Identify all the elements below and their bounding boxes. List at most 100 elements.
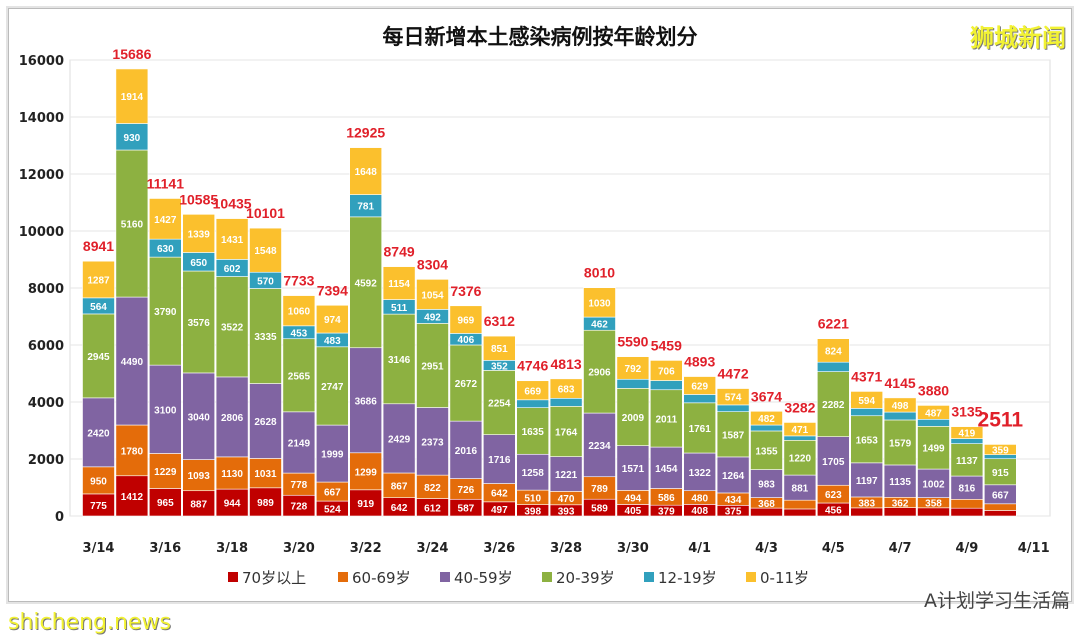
- bar-segment-3/28-4: [549, 397, 583, 407]
- segment-label: 822: [424, 483, 441, 494]
- total-label: 7733: [283, 273, 314, 289]
- segment-label: 1130: [221, 469, 243, 480]
- bar-segment-3/31-5: [649, 360, 683, 381]
- segment-label: 1054: [421, 290, 444, 301]
- bar-segment-3/30-5: [616, 356, 650, 380]
- segment-label: 1229: [154, 467, 177, 478]
- y-tick-label: 4000: [28, 396, 64, 411]
- segment-label: 2806: [221, 413, 244, 424]
- bar-segment-3/22-5: [349, 147, 383, 195]
- bar-segment-3/16-0: [149, 488, 182, 517]
- bar-segment-3/29-3: [583, 329, 616, 414]
- segment-label: 612: [424, 503, 441, 514]
- segment-label: 510: [524, 493, 541, 504]
- segment-label: 2254: [488, 399, 511, 410]
- segment-label: 1355: [755, 446, 778, 457]
- segment-label: 1221: [555, 470, 578, 481]
- segment-label: 408: [691, 506, 708, 517]
- bar-segment-3/27-3: [516, 407, 550, 455]
- bar-segment-4/3-3: [750, 430, 783, 470]
- segment-label: 816: [959, 484, 976, 495]
- bar-segment-4/4-5: [783, 422, 817, 437]
- segment-label: 1030: [588, 298, 611, 309]
- segment-label: 1761: [689, 424, 712, 435]
- bar-segment-4/6-5: [850, 391, 884, 409]
- bar-segment-3/23-3: [382, 313, 416, 405]
- segment-label: 1093: [188, 471, 211, 482]
- watermark-bottom: shicheng.news: [8, 610, 171, 635]
- bar-segment-3/15-1: [115, 424, 149, 477]
- bar-segment-3/28-5: [549, 378, 583, 399]
- total-label: 3135: [951, 404, 982, 420]
- segment-label: 630: [157, 244, 174, 255]
- total-label: 8941: [83, 238, 114, 254]
- segment-label: 497: [491, 505, 508, 516]
- total-label: 7376: [450, 283, 481, 299]
- legend-label: 40-59岁: [454, 569, 513, 587]
- segment-label: 1287: [87, 276, 110, 287]
- segment-label: 405: [625, 506, 642, 517]
- segment-label: 434: [725, 495, 742, 506]
- segment-label: 2906: [588, 368, 611, 379]
- segment-label: 1914: [121, 92, 144, 103]
- bar-segment-3/21-2: [315, 424, 349, 483]
- segment-label: 4490: [121, 357, 144, 368]
- bar-segment-4/5-4: [816, 361, 850, 372]
- segment-label: 669: [524, 386, 541, 397]
- bar-segment-3/26-3: [482, 370, 516, 435]
- segment-label: 983: [758, 480, 775, 491]
- legend-swatch: [440, 572, 450, 582]
- total-label: 4145: [885, 375, 916, 391]
- segment-label: 1705: [822, 457, 845, 468]
- segment-label: 1339: [188, 229, 211, 240]
- bar-segment-4/1-4: [683, 394, 717, 404]
- bar-segment-3/25-3: [449, 344, 483, 422]
- segment-label: 667: [324, 488, 341, 499]
- segment-label: 683: [558, 385, 575, 396]
- bar-segment-3/18-5: [215, 218, 249, 260]
- segment-label: 602: [224, 264, 241, 275]
- segment-label: 623: [825, 490, 842, 501]
- total-label: 5590: [617, 334, 648, 350]
- legend-swatch: [228, 572, 238, 582]
- x-tick-label: 4/3: [755, 541, 778, 556]
- segment-label: 2011: [655, 414, 677, 425]
- segment-label: 368: [758, 499, 775, 510]
- y-tick-label: 14000: [19, 111, 64, 126]
- segment-label: 2373: [421, 437, 444, 448]
- segment-label: 629: [691, 382, 708, 393]
- bar-segment-3/18-2: [215, 376, 249, 458]
- segment-label: 974: [324, 315, 341, 326]
- bar-segment-4/6-2: [850, 462, 884, 498]
- bar-segment-3/16-3: [149, 256, 182, 366]
- bar-segment-3/20-2: [282, 411, 316, 474]
- segment-label: 480: [691, 494, 708, 505]
- segment-label: 1412: [121, 492, 144, 503]
- segment-label: 930: [124, 133, 141, 144]
- bar-segment-4/2-2: [716, 456, 750, 494]
- bar-segment-3/29-2: [583, 412, 616, 478]
- legend-label: 60-69岁: [352, 569, 411, 587]
- bar-segment-3/18-0: [215, 488, 249, 517]
- segment-label: 358: [925, 499, 942, 510]
- total-label: 8304: [417, 256, 448, 272]
- segment-label: 778: [291, 480, 308, 491]
- segment-label: 781: [357, 202, 374, 213]
- bar-segment-3/23-5: [382, 266, 416, 300]
- segment-label: 586: [658, 493, 675, 504]
- bar-segment-4/5-3: [816, 371, 850, 437]
- segment-label: 2429: [388, 434, 411, 445]
- bar-segment-4/7-4: [883, 411, 917, 421]
- total-label: 2511: [978, 408, 1024, 431]
- segment-label: 1431: [221, 235, 244, 246]
- segment-label: 2234: [588, 441, 611, 452]
- bar-segment-3/26-5: [482, 335, 516, 361]
- bar-segment-3/22-2: [349, 347, 383, 454]
- bar-segment-4/3-5: [750, 410, 783, 426]
- bar-segment-3/15-4: [115, 123, 149, 151]
- total-label: 4472: [718, 366, 749, 382]
- segment-label: 1653: [856, 435, 879, 446]
- segment-label: 359: [992, 446, 1009, 457]
- segment-label: 775: [90, 501, 107, 512]
